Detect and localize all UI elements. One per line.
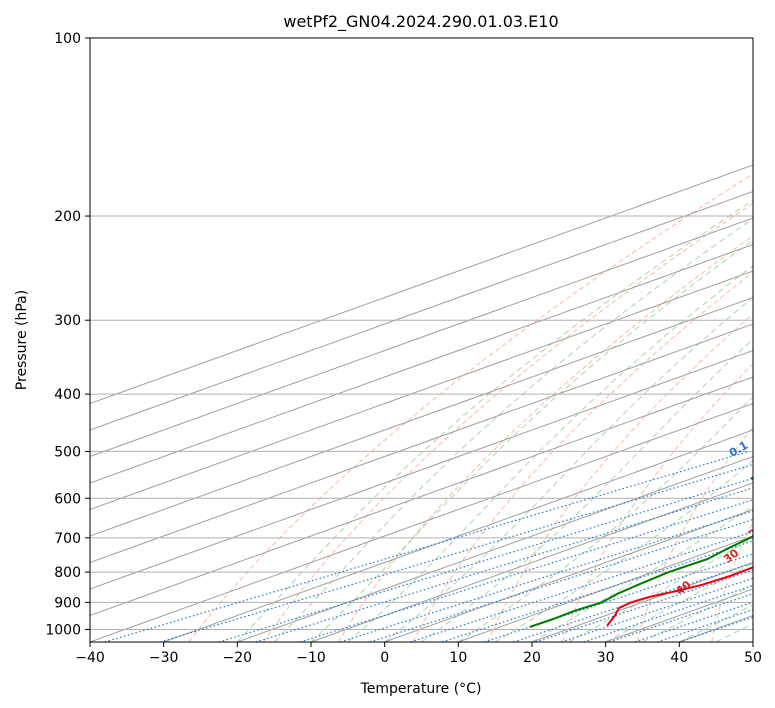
mixing-ratio-line <box>535 569 753 642</box>
isotherm-line <box>90 376 753 617</box>
temperature-profile-line <box>606 566 753 627</box>
isotherm-line <box>90 402 753 642</box>
mixing-ratio-line <box>159 463 753 642</box>
y-tick-label: 500 <box>54 444 81 460</box>
y-tick-label: 700 <box>54 531 81 547</box>
moist-adiabat-line <box>310 239 753 642</box>
x-tick-label: −20 <box>223 650 253 666</box>
chart-title: wetPf2_GN04.2024.290.01.03.E10 <box>283 12 558 32</box>
isotherm-line <box>90 243 753 484</box>
isotherm-line <box>310 482 753 642</box>
mixing-ratio-line <box>218 477 753 642</box>
y-tick-label: 100 <box>54 31 81 47</box>
isotherm-line <box>90 217 753 458</box>
mixing-ratio-line <box>583 584 753 642</box>
dry-adiabat-line <box>188 173 753 642</box>
mixing-ratio-line <box>441 540 753 642</box>
y-tick-label: 1000 <box>45 622 81 638</box>
y-tick-label: 200 <box>54 209 81 225</box>
isotherm-line <box>237 455 753 642</box>
x-tick-label: −40 <box>75 650 105 666</box>
isotherm-line <box>90 349 753 590</box>
mixing-ratio-line <box>561 577 753 642</box>
x-tick-label: −10 <box>296 650 326 666</box>
dry-adiabat-line <box>487 313 753 642</box>
plot-area: 0.10.20.40.611.52346810131620253036-100-… <box>90 38 766 642</box>
moist-adiabat-label: 20 <box>746 521 766 541</box>
mixing-ratio-line <box>340 510 753 642</box>
x-tick-label: 0 <box>380 650 389 666</box>
mixing-ratio-line <box>369 518 753 642</box>
isotherm-line <box>90 296 753 537</box>
isotherm-line <box>384 508 753 642</box>
y-tick-label: 300 <box>54 313 81 329</box>
x-tick-label: 50 <box>744 650 762 666</box>
isotherm-line <box>90 323 753 564</box>
dry-adiabat-line <box>263 202 753 642</box>
x-tick-label: −30 <box>149 650 179 666</box>
x-tick-label: 40 <box>670 650 688 666</box>
x-tick-label: 20 <box>523 650 541 666</box>
axes: −40 −30 −20 −10 0 10 20 30 40 50 100 200 300 400 500 60… <box>45 31 762 666</box>
plot-frame <box>89 37 754 643</box>
mixing-ratio-line <box>513 562 753 642</box>
y-tick-label: 800 <box>54 565 81 581</box>
dry-adiabat-line <box>636 426 753 642</box>
y-tick-label: 600 <box>54 491 81 507</box>
x-axis-title: Temperature (°C) <box>360 681 482 697</box>
x-tick-label: 10 <box>449 650 467 666</box>
y-tick-label: 900 <box>54 595 81 611</box>
y-axis-title: Pressure (hPa) <box>14 290 30 390</box>
x-tick-label: 30 <box>597 650 615 666</box>
isotherm-line <box>90 164 753 405</box>
isotherm-line <box>90 270 753 511</box>
y-tick-label: 400 <box>54 387 81 403</box>
isotherm-line <box>458 535 753 642</box>
isotherm-line <box>90 190 753 431</box>
